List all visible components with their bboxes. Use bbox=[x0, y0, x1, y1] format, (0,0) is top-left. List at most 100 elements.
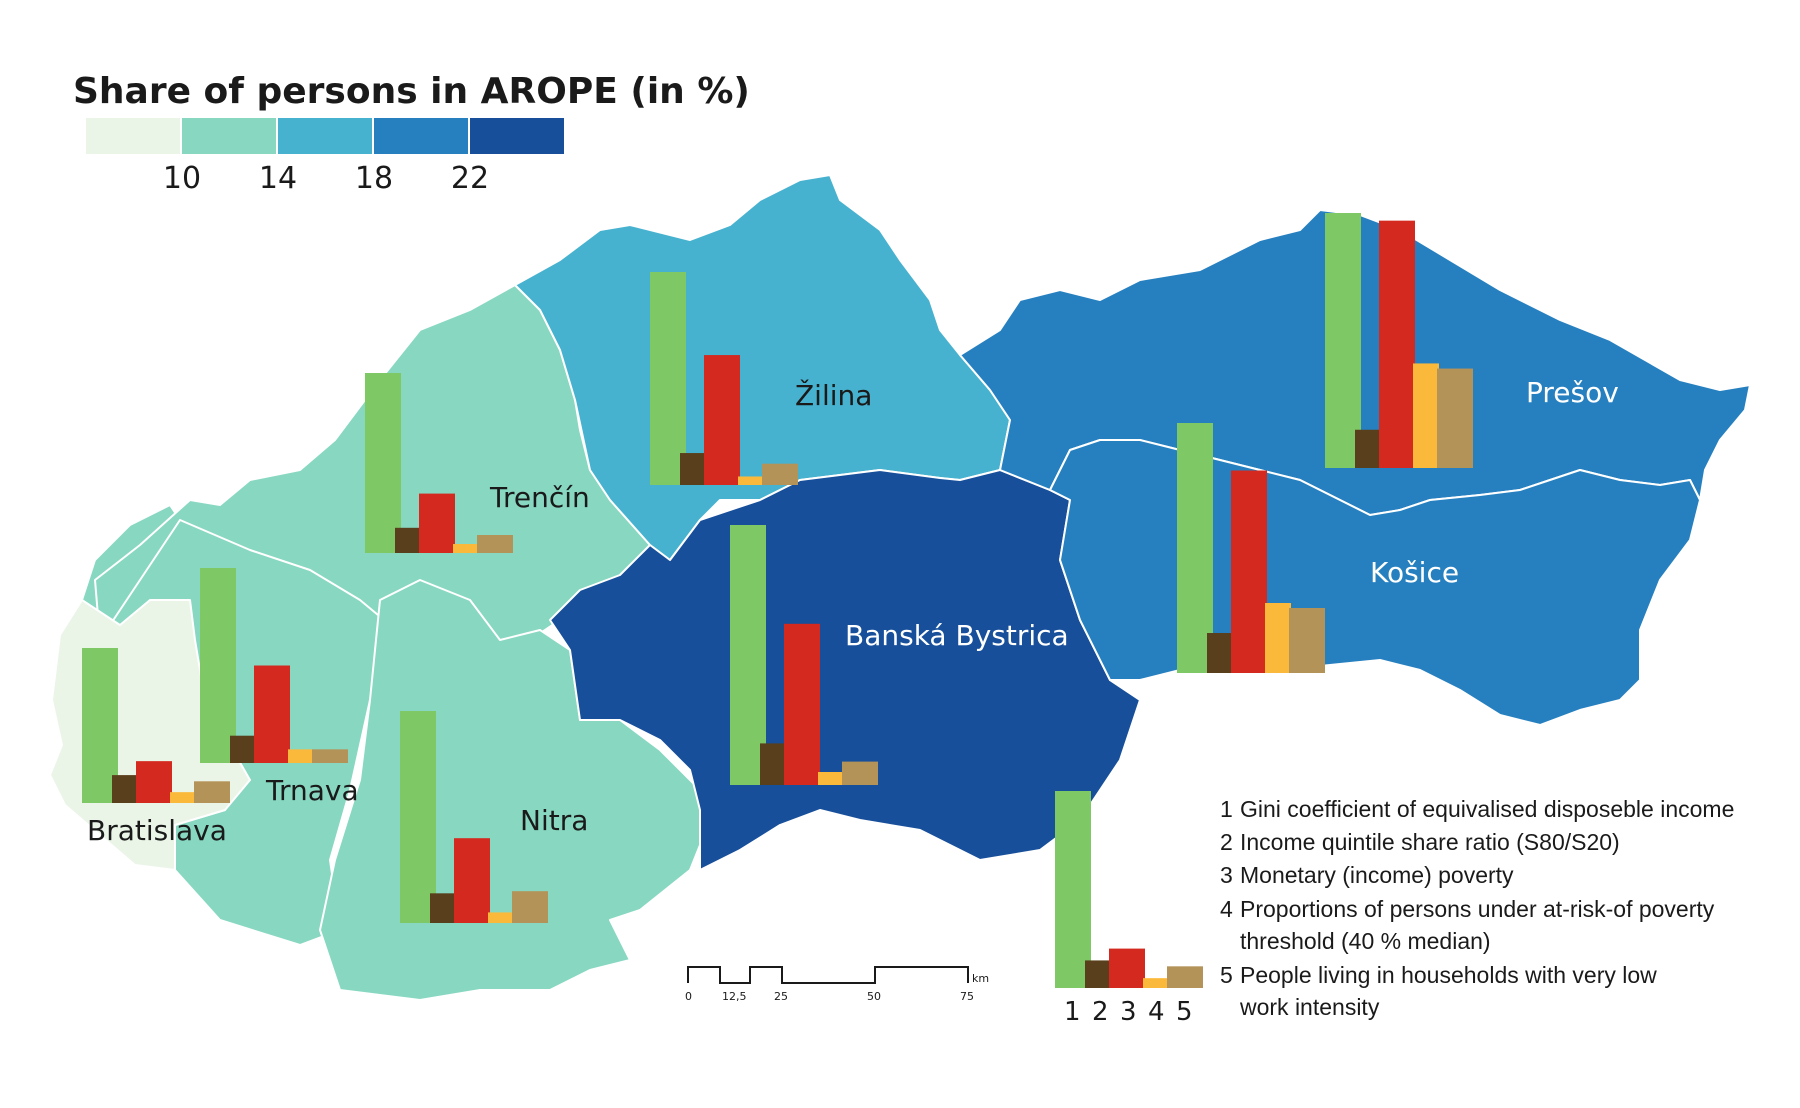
legend-swatches bbox=[86, 118, 564, 154]
legend-example-bar-5 bbox=[1167, 966, 1203, 988]
bar-5-zilina bbox=[762, 463, 798, 485]
bar-3-presov bbox=[1379, 220, 1415, 468]
bar-1-trnava bbox=[200, 568, 236, 763]
region-label-nitra: Nitra bbox=[520, 804, 588, 837]
legend-number-3: 3 bbox=[1120, 997, 1137, 1027]
region-label-kosice: Košice bbox=[1370, 556, 1459, 589]
bar-chart-nitra bbox=[400, 711, 548, 923]
bar-5-trnava bbox=[312, 749, 348, 763]
bar-chart-bratislava bbox=[82, 648, 230, 803]
legend-number-5: 5 bbox=[1176, 997, 1193, 1027]
region-banska-bystrica[interactable] bbox=[549, 469, 1141, 871]
bar-1-nitra bbox=[400, 711, 436, 923]
choropleth-legend: Share of persons in AROPE (in %) 10 14 18 2… bbox=[73, 71, 750, 196]
legend-tick-18: 18 bbox=[355, 161, 393, 196]
bar-1-presov bbox=[1325, 213, 1361, 468]
bar-3-trnava bbox=[254, 665, 290, 763]
scale-label-25: 25 bbox=[774, 990, 788, 1003]
legend-item-number: 1 bbox=[1220, 796, 1233, 822]
legend-ticks: 10 14 18 22 bbox=[163, 161, 489, 196]
legend-swatch-5 bbox=[470, 118, 564, 154]
scale-unit: km bbox=[972, 972, 989, 985]
bar-chart-trencin bbox=[365, 373, 513, 553]
bar-4-bratislava bbox=[170, 792, 196, 803]
legend-item-number: 5 bbox=[1220, 962, 1233, 988]
bar-5-kosice bbox=[1289, 608, 1325, 673]
legend-example-bar-4 bbox=[1143, 978, 1169, 988]
region-label-banska-bystrica: Banská Bystrica bbox=[845, 619, 1069, 652]
legend-swatch-4 bbox=[374, 118, 468, 154]
legend-tick-10: 10 bbox=[163, 161, 201, 196]
bar-3-trencin bbox=[419, 493, 455, 553]
bar-2-trencin bbox=[395, 527, 421, 553]
bar-1-banska-bystrica bbox=[730, 525, 766, 785]
bar-4-banska-bystrica bbox=[818, 772, 844, 785]
bar-2-nitra bbox=[430, 893, 456, 923]
legend-item-text: Income quintile share ratio (S80/S20) bbox=[1240, 829, 1620, 855]
legend-item-number: 3 bbox=[1220, 862, 1233, 888]
legend-item-4: 4 Proportions of persons under at-risk-of… bbox=[1220, 896, 1715, 954]
bar-1-trencin bbox=[365, 373, 401, 553]
bar-4-kosice bbox=[1265, 603, 1291, 673]
bar-3-zilina bbox=[704, 355, 740, 485]
legend-item-1: 1 Gini coefficient of equivalised dispose… bbox=[1220, 796, 1734, 822]
bar-chart-presov bbox=[1325, 213, 1473, 468]
bar-5-bratislava bbox=[194, 781, 230, 803]
region-label-trencin: Trenčín bbox=[489, 481, 590, 514]
bar-3-nitra bbox=[454, 838, 490, 923]
legend-item-5: 5 People living in households with very l… bbox=[1220, 962, 1657, 1020]
bar-4-nitra bbox=[488, 912, 514, 923]
bar-5-nitra bbox=[512, 891, 548, 923]
legend-number-1: 1 bbox=[1064, 997, 1081, 1027]
scale-label-75: 75 bbox=[960, 990, 974, 1003]
region-label-zilina: Žilina bbox=[795, 378, 872, 412]
legend-item-number: 4 bbox=[1220, 896, 1233, 922]
legend-tick-22: 22 bbox=[451, 161, 489, 196]
bar-4-presov bbox=[1413, 363, 1439, 468]
legend-example-bars bbox=[1055, 791, 1203, 988]
bar-5-trencin bbox=[477, 535, 513, 553]
scale-label-12-5: 12,5 bbox=[722, 990, 747, 1003]
bar-2-bratislava bbox=[112, 775, 138, 803]
legend-number-2: 2 bbox=[1092, 997, 1109, 1027]
legend-item-number: 2 bbox=[1220, 829, 1233, 855]
legend-example-bar-3 bbox=[1109, 948, 1145, 988]
legend-item-text: Gini coefficient of equivalised disposeb… bbox=[1240, 796, 1734, 822]
scale-label-0: 0 bbox=[685, 990, 692, 1003]
legend-example-bar-2 bbox=[1085, 960, 1111, 988]
region-label-presov: Prešov bbox=[1526, 376, 1619, 409]
bar-2-presov bbox=[1355, 429, 1381, 468]
legend-swatch-3 bbox=[278, 118, 372, 154]
legend-example-bar-1 bbox=[1055, 791, 1091, 988]
legend-item-text: work intensity bbox=[1239, 994, 1380, 1020]
scale-label-50: 50 bbox=[867, 990, 881, 1003]
legend-item-text: People living in households with very lo… bbox=[1240, 962, 1657, 988]
bar-chart-zilina bbox=[650, 272, 798, 485]
scale-bar-line bbox=[687, 966, 969, 984]
legend-number-4: 4 bbox=[1148, 997, 1165, 1027]
legend-item-2: 2 Income quintile share ratio (S80/S20) bbox=[1220, 829, 1620, 855]
legend-tick-14: 14 bbox=[259, 161, 297, 196]
bar-5-presov bbox=[1437, 368, 1473, 468]
legend-items: 1 Gini coefficient of equivalised dispose… bbox=[1220, 796, 1734, 1020]
bar-chart-kosice bbox=[1177, 423, 1325, 673]
legend-swatch-1 bbox=[86, 118, 180, 154]
bar-chart-banska-bystrica bbox=[730, 525, 878, 785]
legend-item-3: 3 Monetary (income) poverty bbox=[1220, 862, 1514, 888]
region-bar-charts bbox=[82, 213, 1473, 923]
region-label-bratislava: Bratislava bbox=[87, 814, 227, 847]
bar-5-banska-bystrica bbox=[842, 761, 878, 785]
region-labels: Bratislava Trnava Trenčín Nitra Žilina B… bbox=[87, 376, 1619, 847]
bar-1-zilina bbox=[650, 272, 686, 485]
legend-item-text: Monetary (income) poverty bbox=[1240, 862, 1514, 888]
bar-3-kosice bbox=[1231, 470, 1267, 673]
bar-2-banska-bystrica bbox=[760, 743, 786, 785]
legend-item-text: Proportions of persons under at-risk-of … bbox=[1240, 896, 1715, 922]
bar-2-zilina bbox=[680, 453, 706, 485]
region-label-trnava: Trnava bbox=[265, 774, 359, 807]
bar-chart-trnava bbox=[200, 568, 348, 763]
bar-1-kosice bbox=[1177, 423, 1213, 673]
bar-3-banska-bystrica bbox=[784, 623, 820, 785]
